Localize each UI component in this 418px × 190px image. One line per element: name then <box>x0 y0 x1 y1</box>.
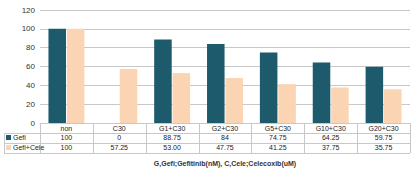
svg-text:20: 20 <box>26 100 35 109</box>
svg-text:100: 100 <box>22 24 36 33</box>
html-text:84: 84 <box>221 134 229 141</box>
html-text:53.00: 53.00 <box>163 144 181 151</box>
html-text:35.75: 35.75 <box>374 144 393 151</box>
svg-text:120: 120 <box>22 6 36 15</box>
html-text:74.75: 74.75 <box>269 134 287 141</box>
svg-text:G5+C30: G5+C30 <box>265 125 291 132</box>
svg-text:80: 80 <box>26 43 35 52</box>
svg-text:G,Gefi;Gefitinib(nM), C,Cele;C: G,Gefi;Gefitinib(nM), C,Cele;Celecoxib(u… <box>154 160 296 168</box>
html-text:59.75: 59.75 <box>374 134 393 141</box>
svg-text:G10+C30: G10+C30 <box>316 125 346 132</box>
svg-text:40: 40 <box>26 81 35 90</box>
html-text:37.75: 37.75 <box>321 144 340 151</box>
html-text:0: 0 <box>117 134 122 141</box>
html-text:41.25: 41.25 <box>269 144 287 151</box>
html-text:64.25: 64.25 <box>321 134 340 141</box>
svg-text:0: 0 <box>31 119 36 128</box>
html-text:88.75: 88.75 <box>163 134 181 141</box>
svg-text:60: 60 <box>26 62 35 71</box>
svg-text:non: non <box>61 125 73 132</box>
svg-text:G2+C30: G2+C30 <box>212 125 238 132</box>
html-text:47.75: 47.75 <box>216 144 234 151</box>
svg-text:G20+C30: G20+C30 <box>368 125 398 132</box>
html-text:Gefi+Cele: Gefi+Cele <box>13 144 45 151</box>
svg-text:G1+C30: G1+C30 <box>159 125 185 132</box>
html-text:Gefi: Gefi <box>13 134 26 141</box>
svg-text:C30: C30 <box>113 125 126 132</box>
html-text:100: 100 <box>60 144 73 151</box>
html-text:57.25: 57.25 <box>110 144 128 151</box>
html-text:100: 100 <box>60 134 73 141</box>
